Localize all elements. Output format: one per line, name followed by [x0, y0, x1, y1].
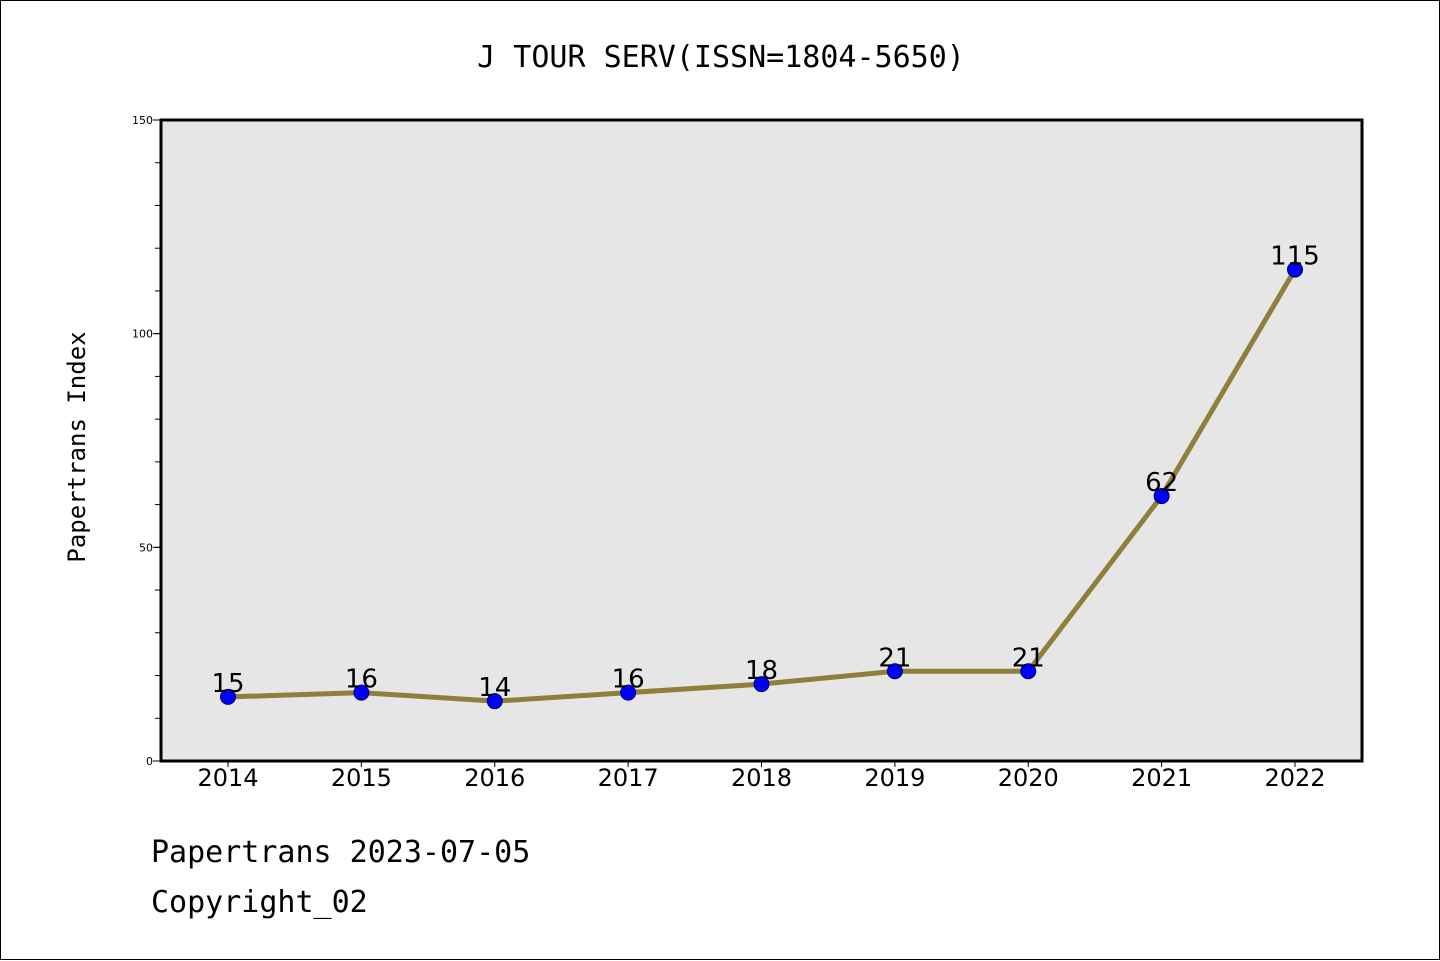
- series-layer: [220, 261, 1303, 710]
- footer-date: Papertrans 2023-07-05: [151, 835, 531, 870]
- x-tick-label: 2022: [1264, 764, 1325, 792]
- footer-copyright: Copyright_02: [151, 885, 368, 920]
- x-tick-label: 2018: [731, 764, 792, 792]
- axis-ticks: 0 50 100 150 2014 2015 2016 2017 2018 2019 2020 202…: [132, 114, 1326, 792]
- y-tick-label: 50: [139, 541, 153, 554]
- x-tick-label: 2021: [1131, 764, 1192, 792]
- x-tick-label: 2014: [197, 764, 258, 792]
- data-label: 21: [878, 643, 911, 673]
- data-label: 16: [345, 665, 378, 695]
- x-tick-label: 2015: [331, 764, 392, 792]
- data-point: [753, 676, 770, 693]
- chart-title: J TOUR SERV(ISSN=1804-5650): [477, 40, 965, 75]
- x-tick-label: 2020: [998, 764, 1059, 792]
- data-point: [486, 693, 503, 710]
- y-tick-label: 150: [132, 114, 153, 127]
- data-point: [353, 684, 370, 701]
- y-tick-label: 100: [132, 328, 153, 341]
- y-axis-label: Papertrans Index: [63, 331, 91, 562]
- data-label: 21: [1012, 643, 1045, 673]
- data-label: 16: [612, 665, 645, 695]
- data-label: 115: [1270, 242, 1320, 272]
- data-point: [620, 684, 637, 701]
- data-point: [886, 663, 903, 680]
- data-point: [1287, 261, 1303, 278]
- data-label: 14: [478, 673, 511, 703]
- x-tick-label: 2019: [864, 764, 925, 792]
- data-point: [1153, 488, 1170, 505]
- data-labels: 15 16 14 16 18 21 21 62 115: [211, 242, 1319, 704]
- data-label: 15: [211, 669, 244, 699]
- data-label: 62: [1145, 468, 1178, 498]
- plot-border: [159, 118, 1364, 763]
- plot-area: [161, 120, 1362, 761]
- x-tick-label: 2017: [598, 764, 659, 792]
- data-label: 18: [745, 656, 778, 686]
- data-point: [220, 688, 236, 705]
- x-tick-label: 2016: [464, 764, 525, 792]
- data-point: [1020, 663, 1037, 680]
- y-tick-label: 0: [146, 755, 153, 768]
